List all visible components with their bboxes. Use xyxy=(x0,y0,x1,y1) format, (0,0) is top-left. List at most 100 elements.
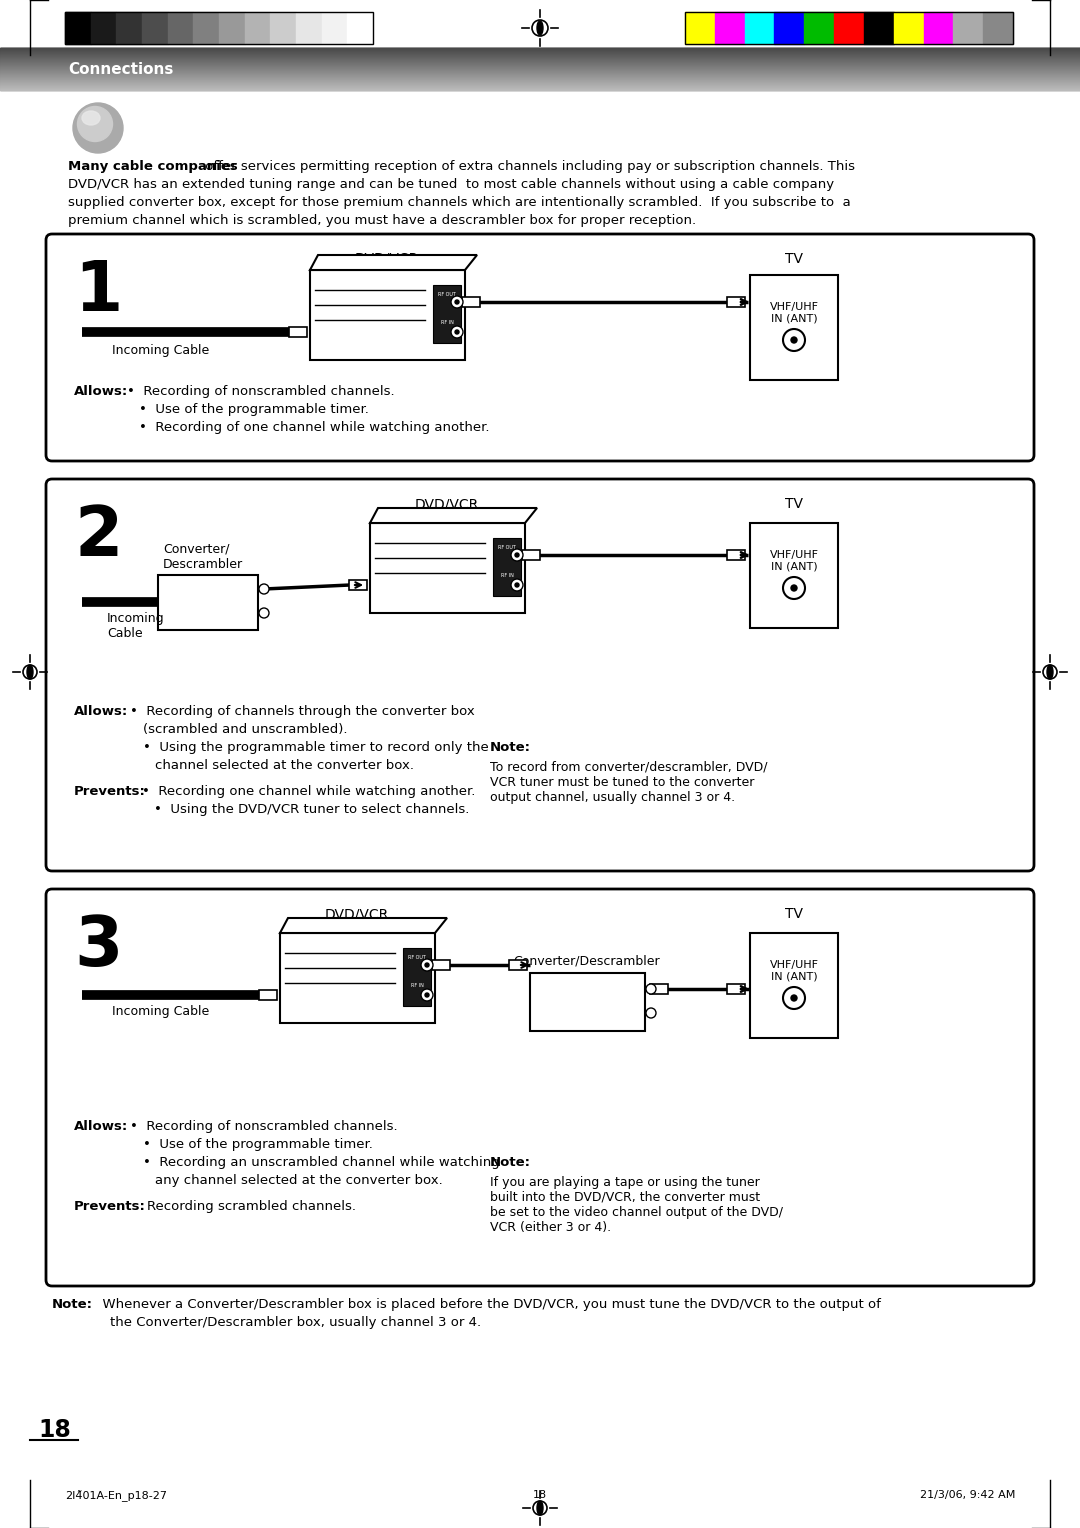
Bar xyxy=(894,12,923,44)
Text: Many cable companies: Many cable companies xyxy=(68,160,238,173)
Bar xyxy=(348,12,373,44)
Bar xyxy=(530,973,645,1031)
Circle shape xyxy=(783,329,805,351)
Text: 18: 18 xyxy=(39,1418,71,1442)
Circle shape xyxy=(791,585,797,591)
Circle shape xyxy=(511,579,523,591)
Text: Incoming
Cable: Incoming Cable xyxy=(107,613,164,640)
Text: Whenever a Converter/Descrambler box is placed before the DVD/VCR, you must tune: Whenever a Converter/Descrambler box is … xyxy=(94,1297,881,1311)
Text: VHF/UHF
IN (ANT): VHF/UHF IN (ANT) xyxy=(769,550,819,571)
Circle shape xyxy=(515,584,519,587)
Text: •  Recording of nonscrambled channels.: • Recording of nonscrambled channels. xyxy=(127,385,394,397)
Bar xyxy=(432,960,450,970)
Text: the Converter/Descrambler box, usually channel 3 or 4.: the Converter/Descrambler box, usually c… xyxy=(110,1316,481,1329)
Text: Converter/
Descrambler: Converter/ Descrambler xyxy=(163,542,243,571)
Circle shape xyxy=(455,330,459,335)
Text: RF OUT: RF OUT xyxy=(438,292,456,296)
Bar xyxy=(289,327,307,338)
Text: •  Recording of one channel while watching another.: • Recording of one channel while watchin… xyxy=(139,422,489,434)
Text: RF IN: RF IN xyxy=(441,319,454,325)
Text: RF OUT: RF OUT xyxy=(408,955,426,960)
Bar xyxy=(370,523,525,613)
Circle shape xyxy=(783,987,805,1008)
Circle shape xyxy=(783,578,805,599)
Bar xyxy=(245,12,270,44)
Polygon shape xyxy=(310,255,477,270)
Bar xyxy=(744,12,774,44)
Text: DVD/VCR: DVD/VCR xyxy=(355,252,419,266)
Circle shape xyxy=(259,608,269,617)
Circle shape xyxy=(426,993,429,996)
Text: •  Use of the programmable timer.: • Use of the programmable timer. xyxy=(139,403,369,416)
Bar xyxy=(650,984,669,995)
Bar xyxy=(750,934,838,1038)
Bar xyxy=(750,275,838,380)
Bar xyxy=(141,12,167,44)
Text: Note:: Note: xyxy=(490,1157,531,1169)
Bar xyxy=(65,12,91,44)
Text: 2I4̃01A-En_p18-27: 2I4̃01A-En_p18-27 xyxy=(65,1490,167,1502)
Text: •  Recording of nonscrambled channels.: • Recording of nonscrambled channels. xyxy=(130,1120,397,1132)
Bar xyxy=(685,12,1013,44)
Circle shape xyxy=(791,995,797,1001)
Text: •  Using the programmable timer to record only the: • Using the programmable timer to record… xyxy=(143,741,489,753)
Polygon shape xyxy=(280,918,447,934)
Circle shape xyxy=(646,984,656,995)
Circle shape xyxy=(646,1008,656,1018)
FancyBboxPatch shape xyxy=(46,889,1034,1287)
Bar xyxy=(270,12,296,44)
Text: DVD/VCR: DVD/VCR xyxy=(325,908,389,921)
Ellipse shape xyxy=(27,665,33,678)
Bar xyxy=(322,12,348,44)
Text: offer services permitting reception of extra channels including pay or subscript: offer services permitting reception of e… xyxy=(201,160,855,173)
Text: VHF/UHF
IN (ANT): VHF/UHF IN (ANT) xyxy=(769,960,819,983)
Bar xyxy=(509,960,527,970)
Bar xyxy=(403,947,431,1005)
Bar xyxy=(727,984,745,995)
Bar xyxy=(280,934,435,1024)
Bar xyxy=(158,575,258,630)
Text: Note:: Note: xyxy=(52,1297,93,1311)
Text: Incoming Cable: Incoming Cable xyxy=(112,344,210,358)
Text: RF IN: RF IN xyxy=(410,983,423,989)
Text: Prevents:: Prevents: xyxy=(75,785,146,798)
Ellipse shape xyxy=(537,1500,543,1514)
Bar xyxy=(462,296,480,307)
Circle shape xyxy=(259,584,269,594)
Text: TV: TV xyxy=(785,908,804,921)
Text: 3: 3 xyxy=(75,914,122,979)
Bar xyxy=(167,12,193,44)
Text: supplied converter box, except for those premium channels which are intentionall: supplied converter box, except for those… xyxy=(68,196,851,209)
Circle shape xyxy=(421,960,433,970)
Circle shape xyxy=(511,549,523,561)
Bar xyxy=(65,12,373,44)
Bar xyxy=(715,12,744,44)
Bar xyxy=(349,581,367,590)
Text: If you are playing a tape or using the tuner
built into the DVD/VCR, the convert: If you are playing a tape or using the t… xyxy=(490,1177,783,1235)
Bar xyxy=(834,12,864,44)
Bar xyxy=(117,12,141,44)
Polygon shape xyxy=(370,507,537,523)
Bar xyxy=(310,270,465,361)
Text: 18: 18 xyxy=(532,1490,548,1500)
Text: •  Use of the programmable timer.: • Use of the programmable timer. xyxy=(143,1138,373,1151)
Circle shape xyxy=(426,963,429,967)
Text: Allows:: Allows: xyxy=(75,385,129,397)
Text: Incoming Cable: Incoming Cable xyxy=(112,1005,210,1018)
Bar xyxy=(923,12,954,44)
Circle shape xyxy=(451,325,463,338)
Text: Recording scrambled channels.: Recording scrambled channels. xyxy=(147,1199,356,1213)
Bar xyxy=(954,12,983,44)
Circle shape xyxy=(421,989,433,1001)
Text: Allows:: Allows: xyxy=(75,704,129,718)
Bar xyxy=(219,12,245,44)
Bar xyxy=(91,12,117,44)
Ellipse shape xyxy=(537,21,543,35)
Bar xyxy=(193,12,219,44)
Text: TV: TV xyxy=(785,252,804,266)
Text: To record from converter/descrambler, DVD/
VCR tuner must be tuned to the conver: To record from converter/descrambler, DV… xyxy=(490,761,768,804)
Text: DVD/VCR: DVD/VCR xyxy=(415,497,480,510)
Bar xyxy=(296,12,322,44)
Ellipse shape xyxy=(78,107,112,142)
Text: 2: 2 xyxy=(75,503,122,570)
